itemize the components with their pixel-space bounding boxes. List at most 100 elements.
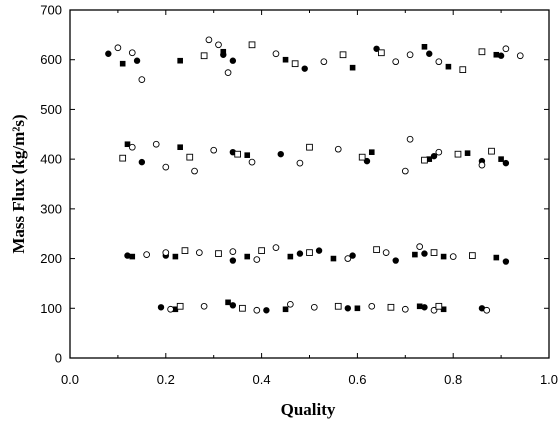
data-point-filled-square — [445, 63, 452, 70]
plot-area — [69, 9, 550, 359]
data-point-filled-circle — [315, 247, 323, 254]
data-point-open-square — [459, 66, 467, 74]
data-point-open-circle — [320, 58, 328, 66]
data-point-open-circle — [296, 159, 304, 167]
data-point-filled-circle — [133, 57, 141, 64]
data-point-filled-circle — [421, 250, 428, 257]
data-point-open-circle — [406, 135, 414, 143]
data-point-open-square — [181, 247, 189, 254]
data-point-open-square — [215, 250, 222, 257]
data-point-open-square — [488, 147, 495, 155]
data-point-filled-square — [330, 255, 337, 262]
data-point-filled-circle — [229, 257, 237, 264]
data-point-open-circle — [435, 58, 443, 66]
data-point-filled-circle — [138, 158, 146, 166]
x-tick-label: 0.2 — [157, 372, 175, 387]
x-tick-label: 0.6 — [348, 372, 366, 387]
data-point-open-square — [421, 156, 428, 164]
data-point-filled-square — [440, 306, 447, 313]
data-point-open-square — [358, 153, 366, 161]
data-point-open-square — [306, 249, 313, 256]
data-point-open-circle — [392, 58, 400, 66]
data-point-open-square — [186, 153, 194, 161]
data-point-filled-circle — [263, 307, 270, 314]
y-axis: 0 100 200 300 400 500 600 700 — [40, 3, 549, 366]
x-tick-label: 0.0 — [61, 372, 79, 387]
data-point-open-square — [430, 249, 438, 256]
data-point-filled-square — [440, 253, 447, 260]
data-point-open-circle — [128, 49, 136, 57]
data-point-open-square — [454, 150, 462, 158]
data-point-open-circle — [344, 255, 352, 262]
data-point-filled-circle — [344, 305, 352, 312]
data-point-filled-square — [282, 306, 289, 313]
data-point-filled-circle — [502, 258, 510, 265]
x-tick-label: 1.0 — [540, 372, 558, 387]
data-point-open-circle — [143, 251, 150, 258]
data-point-open-circle — [478, 161, 486, 169]
data-point-open-square — [387, 303, 395, 311]
data-point-filled-circle — [430, 152, 438, 160]
data-point-filled-square — [368, 149, 375, 155]
data-point-filled-circle — [392, 257, 399, 264]
data-point-open-circle — [406, 51, 414, 59]
data-point-open-square — [248, 41, 256, 49]
data-point-open-square — [469, 252, 476, 259]
y-tick-label: 500 — [40, 102, 62, 117]
data-point-filled-square — [412, 251, 418, 258]
data-point-open-circle — [502, 45, 510, 53]
data-point-open-square — [200, 52, 208, 60]
data-point-open-circle — [195, 249, 203, 256]
x-axis-title: Quality — [281, 400, 336, 419]
plot-frame — [69, 9, 550, 359]
data-point-open-square — [239, 304, 246, 312]
data-point-filled-square — [416, 303, 423, 310]
data-point-filled-square — [244, 152, 251, 158]
data-point-open-circle — [449, 253, 457, 260]
data-point-open-square — [306, 143, 313, 151]
data-point-open-circle — [272, 244, 280, 251]
data-point-open-square — [478, 48, 486, 56]
data-point-open-circle — [248, 158, 256, 166]
data-point-open-square — [291, 60, 299, 68]
data-point-filled-square — [225, 299, 231, 306]
data-point-open-square — [334, 302, 342, 310]
data-point-filled-square — [220, 48, 227, 55]
data-point-filled-square — [129, 253, 136, 260]
data-point-open-circle — [368, 302, 376, 310]
data-point-open-circle — [310, 303, 318, 311]
data-point-filled-square — [172, 253, 179, 260]
data-point-open-circle — [286, 300, 294, 308]
data-point-open-square — [119, 154, 127, 162]
data-point-open-circle — [152, 140, 160, 148]
data-point-filled-square — [177, 144, 183, 151]
data-point-open-circle — [253, 256, 261, 263]
data-point-open-square — [234, 150, 242, 158]
data-point-open-circle — [253, 306, 261, 314]
data-point-open-square — [258, 247, 265, 254]
data-point-open-circle — [128, 143, 136, 151]
data-point-filled-circle — [105, 50, 112, 57]
data-point-filled-circle — [229, 302, 237, 309]
data-point-filled-circle — [124, 252, 131, 259]
data-point-open-square — [378, 49, 385, 57]
data-point-filled-square — [172, 306, 179, 313]
y-tick-label: 0 — [55, 351, 62, 366]
data-point-open-circle — [162, 249, 170, 256]
data-point-filled-circle — [421, 304, 428, 311]
y-tick-label: 300 — [40, 201, 62, 216]
y-tick-label: 400 — [40, 152, 62, 167]
y-tick-label: 100 — [40, 301, 62, 316]
data-point-open-circle — [272, 50, 280, 58]
data-point-filled-square — [464, 150, 471, 156]
data-point-filled-square — [421, 43, 428, 50]
data-point-filled-circle — [497, 52, 505, 59]
data-point-open-circle — [162, 163, 170, 171]
data-point-filled-square — [498, 156, 504, 162]
data-point-filled-circle — [502, 159, 510, 167]
data-point-open-circle — [191, 167, 198, 175]
data-point-open-circle — [210, 146, 218, 154]
data-point-filled-square — [177, 57, 183, 64]
data-point-filled-circle — [426, 50, 433, 57]
data-point-filled-circle — [373, 45, 380, 52]
